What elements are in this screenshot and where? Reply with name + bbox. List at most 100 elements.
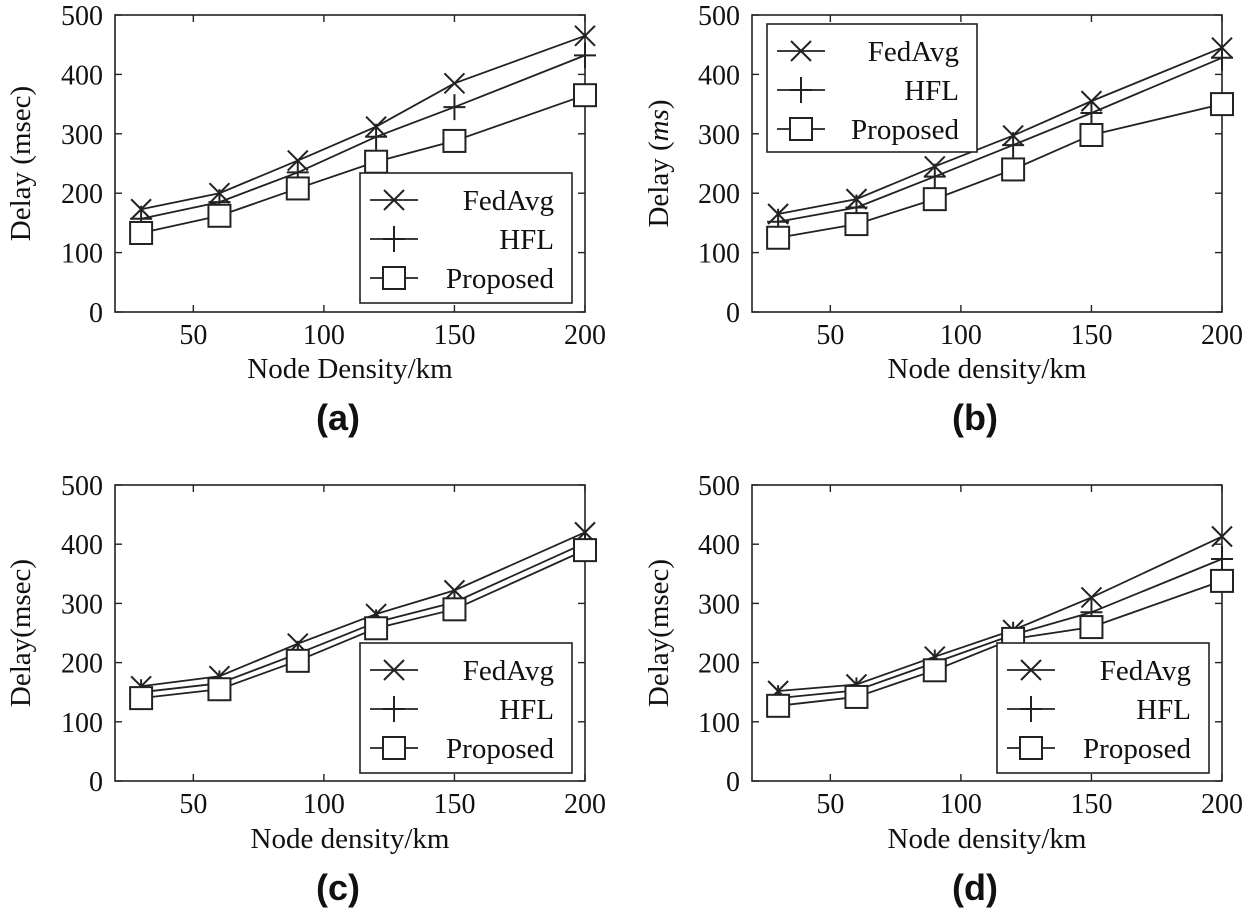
- x-tick-label: 100: [940, 789, 982, 820]
- series-hfl: [130, 42, 596, 232]
- legend-label-fedavg: FedAvg: [868, 36, 959, 68]
- data-point-proposed: [766, 693, 791, 718]
- y-axis-label-part: Delay(msec): [643, 559, 675, 707]
- x-tick-label: 200: [1201, 789, 1243, 820]
- y-tick-label: 400: [61, 530, 103, 561]
- y-axis-label-part: Delay (: [643, 141, 675, 227]
- series-line-hfl: [140, 54, 586, 220]
- series-line-proposed: [778, 580, 1223, 707]
- legend-marker-fedavg: [1020, 659, 1042, 681]
- legend-marker-hfl: [383, 696, 405, 722]
- legend: FedAvg HFL Proposed: [996, 642, 1210, 774]
- x-tick-label: 200: [564, 789, 606, 820]
- x-tick-label: 150: [433, 789, 475, 820]
- data-point-fedavg: [574, 25, 596, 47]
- data-point-hfl: [1080, 100, 1103, 127]
- data-point-hfl: [923, 163, 946, 190]
- data-point-proposed: [442, 128, 467, 153]
- y-axis-label: Delay(msec): [5, 559, 37, 707]
- y-tick-label: 300: [61, 120, 103, 151]
- x-tick-label: 50: [816, 320, 844, 351]
- chart-panel-c: 0 100 200 300 400 500 50 100 150 200 Node density/…: [5, 471, 606, 908]
- data-point-proposed: [1210, 568, 1234, 593]
- y-tick-label: 0: [726, 767, 740, 798]
- series-line-proposed: [141, 549, 586, 700]
- data-point-proposed: [1079, 615, 1104, 640]
- data-point-hfl: [365, 123, 388, 150]
- data-point-hfl: [1211, 44, 1233, 71]
- legend: FedAvg HFL Proposed: [766, 23, 978, 153]
- x-axis-label: Node Density/km: [247, 353, 453, 385]
- plot-frame: [114, 14, 586, 313]
- y-axis-label-part: Delay (msec): [5, 86, 37, 241]
- series-line-fedavg: [778, 535, 1223, 692]
- data-point-proposed: [207, 677, 232, 702]
- panel-label: (c): [316, 867, 360, 908]
- data-point-hfl: [443, 94, 466, 121]
- y-axis-label-part: Delay(msec): [5, 559, 37, 707]
- data-point-proposed: [922, 187, 947, 212]
- data-point-proposed: [573, 538, 597, 563]
- data-point-proposed: [285, 648, 310, 673]
- y-tick-label: 400: [698, 530, 740, 561]
- legend-label-hfl: HFL: [1136, 694, 1191, 726]
- y-tick-label: 100: [61, 708, 103, 739]
- y-tick-label: 100: [61, 239, 103, 270]
- data-point-proposed: [207, 203, 232, 228]
- y-tick-label: 500: [61, 471, 103, 502]
- x-tick-label: 50: [179, 320, 207, 351]
- legend-label-hfl: HFL: [904, 75, 959, 107]
- legend-label-hfl: HFL: [499, 224, 554, 256]
- y-tick-label: 400: [61, 60, 103, 91]
- legend-label-proposed: Proposed: [446, 263, 554, 295]
- data-point-proposed: [573, 83, 597, 108]
- series-line-fedavg: [140, 34, 586, 211]
- x-axis-label: Node density/km: [888, 823, 1087, 855]
- data-point-proposed: [1079, 122, 1104, 147]
- x-tick-label: 50: [816, 789, 844, 820]
- legend-marker-hfl: [1020, 696, 1042, 722]
- y-tick-label: 100: [698, 708, 740, 739]
- series-line-proposed: [140, 94, 586, 234]
- y-tick-label: 300: [61, 589, 103, 620]
- y-tick-label: 500: [698, 471, 740, 502]
- y-axis-label: Delay (msec): [5, 86, 37, 241]
- plot-frame: [114, 484, 586, 782]
- y-tick-label: 0: [89, 767, 103, 798]
- series-line-fedavg: [140, 531, 586, 688]
- y-tick-label: 500: [61, 1, 103, 32]
- data-point-proposed: [844, 684, 869, 709]
- legend-label-proposed: Proposed: [851, 114, 959, 146]
- y-tick-label: 200: [61, 649, 103, 680]
- legend-marker-fedavg: [383, 189, 405, 211]
- legend-label-fedavg: FedAvg: [463, 655, 554, 687]
- data-point-proposed: [364, 149, 389, 174]
- series-line-proposed: [777, 103, 1223, 239]
- data-point-proposed: [1001, 157, 1026, 182]
- data-point-proposed: [766, 225, 791, 250]
- series-proposed: [766, 92, 1234, 250]
- y-axis-label-part: ): [643, 99, 675, 109]
- y-axis-label: Delay(msec): [643, 559, 675, 707]
- legend-label-fedavg: FedAvg: [463, 185, 554, 217]
- data-point-proposed: [129, 686, 154, 711]
- panel-label: (d): [952, 867, 998, 908]
- panel-label: (a): [316, 397, 360, 438]
- y-tick-label: 300: [698, 589, 740, 620]
- plot-frame: [751, 484, 1223, 782]
- data-point-hfl: [1002, 132, 1025, 159]
- data-point-hfl: [574, 42, 596, 69]
- y-tick-label: 200: [698, 179, 740, 210]
- chart-panel-b: 0 100 200 300 400 500 50 100 150 200 Node density/…: [643, 1, 1243, 438]
- x-tick-label: 50: [179, 789, 207, 820]
- legend-marker-proposed: [382, 266, 406, 290]
- series-line-hfl: [777, 56, 1223, 223]
- legend-marker-fedavg: [790, 40, 812, 62]
- panel-label: (b): [952, 397, 998, 438]
- x-tick-label: 150: [1070, 789, 1112, 820]
- data-point-fedavg: [1211, 525, 1233, 548]
- data-point-proposed: [1210, 92, 1234, 117]
- x-axis-label: Node density/km: [251, 823, 450, 855]
